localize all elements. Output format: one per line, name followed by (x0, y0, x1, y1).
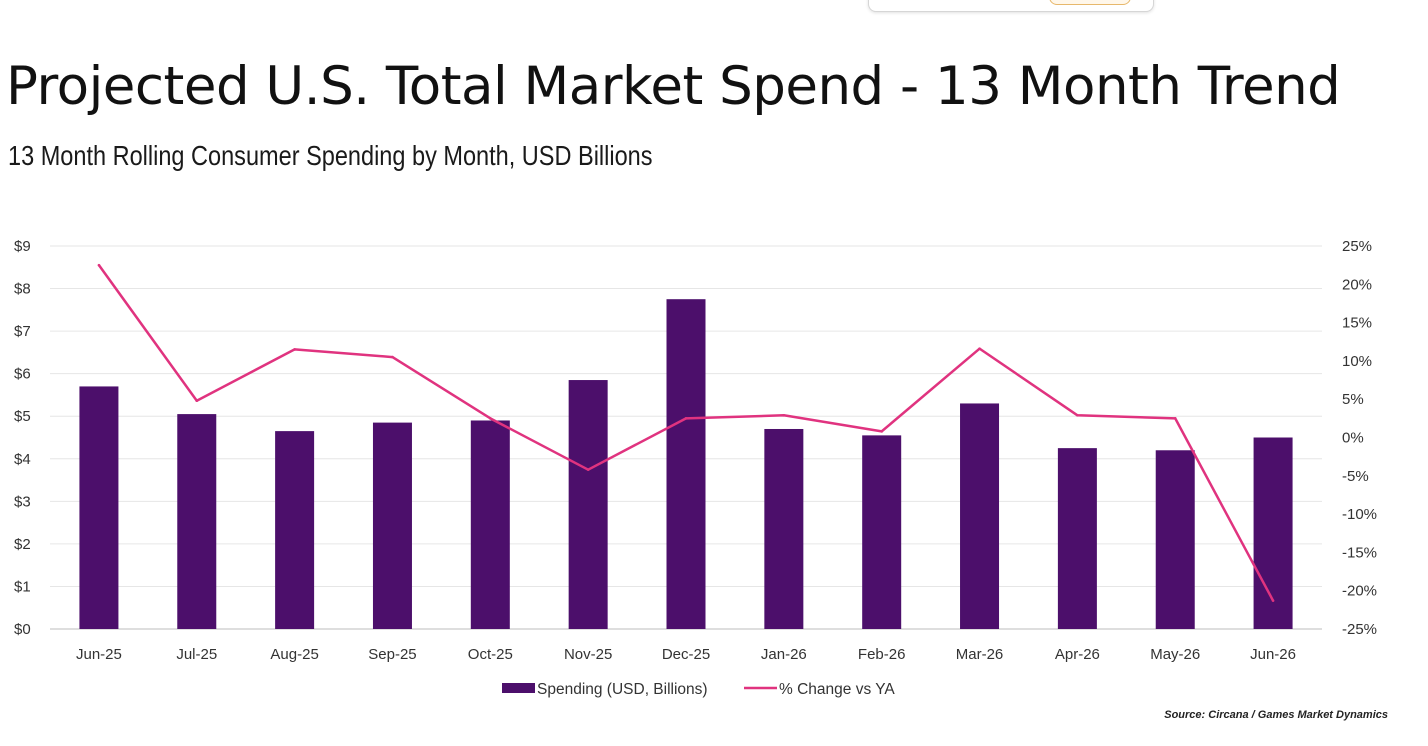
x-tick-label: May-26 (1150, 646, 1200, 663)
legend-line-label: % Change vs YA (779, 681, 895, 698)
line-point (782, 413, 786, 417)
line-point (1271, 599, 1275, 602)
bar (960, 403, 1000, 629)
left-tick-label: $2 (14, 536, 31, 553)
line-point (978, 347, 981, 350)
right-tick-label: -25% (1342, 621, 1377, 638)
left-tick-label: $4 (14, 451, 31, 468)
right-tick-label: 10% (1342, 353, 1372, 370)
left-y-axis: $0 $1 $2 $3 $4 $5 $6 $7 $8 $9 (14, 238, 31, 638)
browser-tab-fragment (868, 0, 1154, 12)
right-tick-label: 25% (1342, 238, 1372, 255)
bar (79, 386, 119, 629)
pct-change-line (97, 263, 1275, 602)
bar (1253, 437, 1293, 629)
bar (470, 420, 510, 629)
bar (568, 380, 608, 629)
bar (666, 299, 706, 629)
left-tick-label: $7 (14, 323, 31, 340)
x-tick-label: Feb-26 (858, 646, 906, 663)
right-tick-label: -10% (1342, 506, 1377, 523)
x-axis: Jun-25 Jul-25 Aug-25 Sep-25 Oct-25 Nov-25 Dec-… (76, 646, 1296, 663)
right-tick-label: 0% (1342, 430, 1364, 447)
line-point (195, 399, 199, 403)
tab-button-fragment (1049, 0, 1131, 5)
x-tick-label: Mar-26 (956, 646, 1004, 663)
right-tick-label: 20% (1342, 276, 1372, 293)
legend: Spending (USD, Billions) % Change vs YA (502, 681, 895, 698)
combo-chart: $0 $1 $2 $3 $4 $5 $6 $7 $8 $9 -25% -20% -15% -10% -5%… (14, 238, 1377, 698)
bar (1057, 448, 1097, 629)
x-tick-label: Jul-25 (176, 646, 217, 663)
bar (177, 414, 217, 629)
left-tick-label: $6 (14, 366, 31, 383)
line-point (880, 430, 883, 433)
x-tick-label: Apr-26 (1055, 646, 1100, 663)
x-tick-label: Aug-25 (270, 646, 318, 663)
x-tick-label: Sep-25 (368, 646, 416, 663)
source-note: Source: Circana / Games Market Dynamics (1164, 709, 1388, 721)
chart-subtitle: 13 Month Rolling Consumer Spending by Mo… (8, 140, 653, 171)
left-tick-label: $3 (14, 493, 31, 510)
bar (862, 435, 902, 629)
right-y-axis: -25% -20% -15% -10% -5% 0% 5% 10% 15% 20% 25% (1342, 238, 1377, 638)
x-tick-label: Jun-26 (1250, 646, 1296, 663)
line-point (684, 417, 688, 420)
line-point (293, 348, 296, 351)
line-point (1076, 413, 1079, 417)
spending-bars (79, 299, 1293, 629)
right-tick-label: -15% (1342, 544, 1377, 561)
bar (275, 431, 315, 629)
x-tick-label: Jan-26 (761, 646, 807, 663)
left-tick-label: $1 (14, 578, 31, 595)
legend-bar-swatch (502, 683, 535, 693)
x-tick-label: Oct-25 (468, 646, 513, 663)
line-point (1173, 417, 1177, 420)
left-tick-label: $9 (14, 238, 31, 255)
line-point (489, 417, 492, 420)
right-tick-label: 5% (1342, 391, 1364, 408)
x-tick-label: Dec-25 (662, 646, 710, 663)
right-tick-label: -5% (1342, 468, 1369, 485)
x-tick-label: Jun-25 (76, 646, 122, 663)
line-point (391, 355, 394, 359)
bar (764, 428, 804, 629)
line-point (97, 263, 101, 267)
line-point (586, 468, 590, 471)
left-tick-label: $8 (14, 281, 31, 298)
left-tick-label: $5 (14, 408, 31, 425)
bar (1155, 450, 1195, 629)
right-tick-label: -20% (1342, 583, 1377, 600)
legend-bar-label: Spending (USD, Billions) (537, 681, 708, 698)
right-tick-label: 15% (1342, 315, 1372, 332)
chart-title: Projected U.S. Total Market Spend - 13 M… (6, 56, 1341, 117)
x-tick-label: Nov-25 (564, 646, 612, 663)
bar (372, 422, 412, 629)
left-tick-label: $0 (14, 621, 31, 638)
